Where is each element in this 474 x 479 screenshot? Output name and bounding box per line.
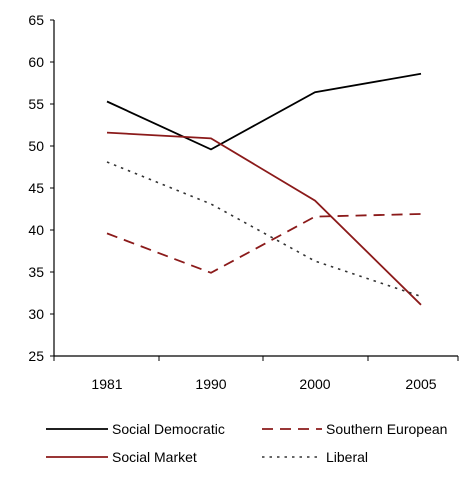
legend-label: Social Democratic (112, 421, 225, 437)
series-lines (106, 72, 422, 306)
y-tick-label: 35 (28, 264, 44, 280)
legend-label: Social Market (112, 449, 197, 465)
x-axis-ticks: 1981 1990 2000 2005 (53, 356, 459, 392)
series-line-liberal (106, 161, 422, 298)
legend-label: Liberal (326, 449, 368, 465)
axes (53, 20, 458, 357)
x-tick-label: 1981 (91, 376, 122, 392)
y-tick-label: 30 (28, 306, 44, 322)
y-tick-label: 40 (28, 222, 44, 238)
x-tick-label: 2005 (405, 376, 436, 392)
y-axis-ticks: 25 30 35 40 45 50 55 60 65 (28, 12, 54, 364)
legend: Social Democratic Southern European Social… (46, 421, 447, 465)
legend-label: Southern European (326, 421, 447, 437)
x-tick-label: 1990 (195, 376, 226, 392)
series-line-southern-european (106, 213, 422, 274)
series-line-social-democratic (106, 72, 422, 151)
y-tick-label: 55 (28, 96, 44, 112)
y-tick-label: 65 (28, 12, 44, 28)
y-tick-label: 45 (28, 180, 44, 196)
series-line-social-market (106, 131, 422, 306)
y-tick-label: 50 (28, 138, 44, 154)
x-tick-label: 2000 (299, 376, 330, 392)
y-tick-label: 60 (28, 54, 44, 70)
y-tick-label: 25 (28, 348, 44, 364)
